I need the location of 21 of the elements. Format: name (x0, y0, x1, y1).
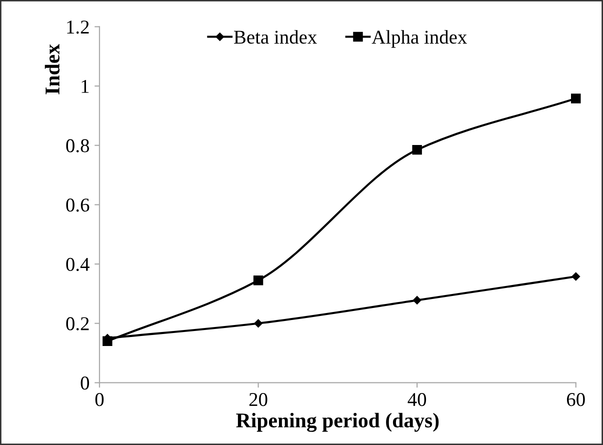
y-tick-label: 0.8 (66, 139, 90, 152)
y-axis-title: Index (44, 44, 60, 94)
legend-label: Alpha index (372, 30, 467, 48)
point (253, 275, 264, 286)
x-tick-label: 20 (249, 392, 268, 406)
y-tick-label: 0.4 (66, 258, 90, 272)
point (572, 272, 580, 281)
x-tick-label: 0 (95, 392, 104, 406)
legend-label: Beta index (234, 30, 317, 44)
x-tick-label: 60 (566, 392, 585, 406)
y-tick-label: 0.2 (66, 317, 89, 330)
x-axis-title: Ripening period (days) (236, 412, 439, 432)
point (412, 144, 422, 155)
point (571, 94, 581, 104)
y-tick-label: 1 (82, 80, 89, 93)
point (412, 296, 422, 304)
y-tick-label: 0.6 (66, 198, 90, 212)
y-tick-label: 1.2 (67, 20, 89, 34)
point (254, 319, 262, 328)
y-tick-label: 0 (80, 376, 90, 390)
x-tick-label: 40 (408, 392, 426, 406)
